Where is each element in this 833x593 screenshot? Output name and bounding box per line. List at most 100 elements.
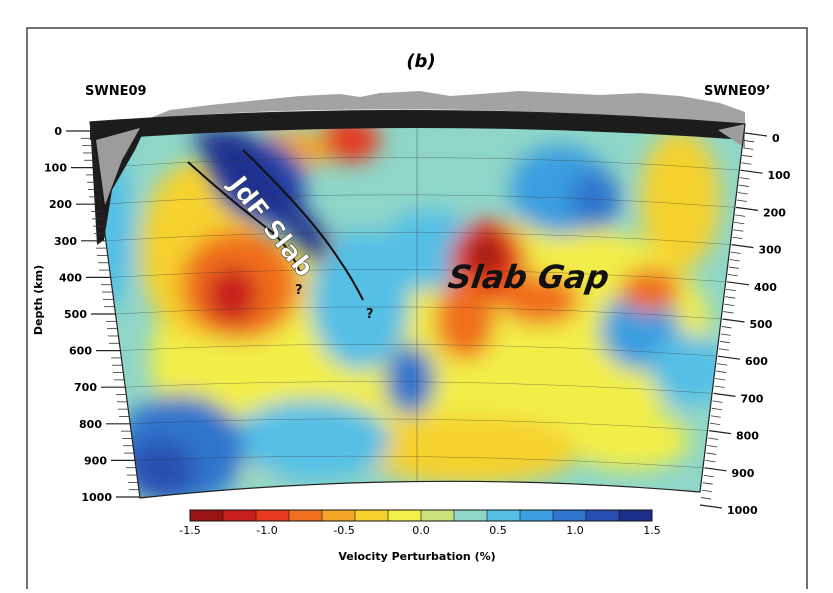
depth-minor-tick-right xyxy=(732,236,743,240)
depth-minor-tick-right xyxy=(719,340,730,344)
depth-minor-tick-right xyxy=(701,489,712,493)
crust-band xyxy=(90,110,745,140)
depth-minor-tick-right xyxy=(725,296,736,299)
depth-tick-label-right: 500 xyxy=(750,318,773,331)
depth-minor-tick-right xyxy=(730,251,741,254)
depth-tick-label-left: 300 xyxy=(54,235,77,248)
colorbar-swatch xyxy=(190,510,224,521)
panel-label: (b) xyxy=(406,51,435,72)
colorbar-swatch xyxy=(355,510,389,521)
depth-minor-tick-right xyxy=(721,326,732,329)
question-mark-1: ? xyxy=(295,283,303,298)
depth-axis-title: Depth (km) xyxy=(32,265,45,335)
depth-tick-label-right: 700 xyxy=(741,392,764,405)
colorbar-swatch xyxy=(520,510,554,521)
depth-minor-tick-right xyxy=(709,422,720,426)
right-topography xyxy=(718,124,745,148)
depth-minor-tick-right xyxy=(714,385,725,388)
depth-minor-tick-right xyxy=(742,154,753,158)
depth-minor-tick-right xyxy=(737,192,748,195)
velocity-section xyxy=(90,110,745,498)
depth-tick-label-left: 800 xyxy=(79,418,102,431)
depth-tick-label-right: 900 xyxy=(732,467,755,480)
depth-minor-tick-right xyxy=(739,177,750,180)
depth-gridline xyxy=(139,493,701,498)
slab-gap-label: Slab Gap xyxy=(446,258,612,296)
depth-minor-tick-right xyxy=(720,333,731,336)
colorbar-swatch xyxy=(553,510,587,521)
depth-tick-right xyxy=(717,355,741,360)
depth-gridline xyxy=(109,269,728,283)
depth-minor-tick-right xyxy=(743,147,754,150)
depth-tick-label-right: 800 xyxy=(736,430,759,443)
depth-gridline xyxy=(124,381,714,394)
left-topography xyxy=(96,128,140,205)
depth-tick-label-left: 600 xyxy=(69,345,92,358)
colorbar-swatch xyxy=(487,510,521,521)
depth-tick-right xyxy=(708,430,732,435)
depth-tick-label-right: 600 xyxy=(745,355,768,368)
question-mark-2: ? xyxy=(366,307,374,322)
depth-minor-tick-right xyxy=(735,214,746,217)
depth-axis-left: 0 100 200 300 400 500 600 700 800 900 1000 xyxy=(44,125,140,504)
depth-minor-tick-right xyxy=(724,303,735,307)
depth-tick-right xyxy=(704,467,727,472)
depth-tick-right xyxy=(722,318,745,323)
depth-tick-label-left: 900 xyxy=(84,454,107,467)
depth-gridline xyxy=(129,418,710,431)
depth-tick-label-left: 1000 xyxy=(81,491,112,504)
depth-tick-right xyxy=(726,281,750,286)
depth-minor-tick-right xyxy=(729,259,740,262)
colorbar-swatch xyxy=(322,510,356,521)
depth-minor-tick-right xyxy=(706,452,717,455)
depth-tick-right xyxy=(713,392,736,397)
depth-minor-tick-right xyxy=(700,497,711,500)
colorbar: -1.5 -1.0 -0.5 0.0 0.5 1.0 1.5 xyxy=(179,509,661,537)
depth-gridline xyxy=(114,306,723,320)
colorbar-swatch xyxy=(388,510,422,521)
depth-minor-tick-right xyxy=(705,459,716,463)
depth-minor-tick-right xyxy=(736,199,747,202)
depth-gridline xyxy=(134,455,705,469)
colorbar-swatch xyxy=(256,510,290,521)
colorbar-tick-label: 1.5 xyxy=(643,524,661,537)
depth-minor-tick-right xyxy=(702,482,713,485)
depth-minor-tick-right xyxy=(738,184,749,187)
right-profile-label: SWNE09’ xyxy=(704,84,771,99)
figure-frame xyxy=(26,27,808,593)
depth-minor-tick-right xyxy=(728,266,739,269)
colorbar-swatch xyxy=(223,510,257,521)
colorbar-swatch xyxy=(619,510,653,521)
section-outline xyxy=(89,109,746,499)
depth-minor-tick-right xyxy=(710,415,721,418)
depth-tick-label-right: 400 xyxy=(754,281,777,294)
depth-gridline xyxy=(104,231,732,245)
depth-tick-label-left: 500 xyxy=(64,308,87,321)
depth-minor-tick-right xyxy=(726,288,737,292)
slab-outline-lower xyxy=(242,149,364,301)
depth-tick-label-right: 1000 xyxy=(727,504,758,517)
depth-tick-right xyxy=(735,206,759,211)
left-profile-label: SWNE09 xyxy=(85,84,147,99)
colorbar-tick-label: 0.0 xyxy=(412,524,430,537)
jdf-slab-anomaly xyxy=(190,130,330,265)
depth-tick-label-right: 200 xyxy=(763,206,786,219)
depth-tick-right xyxy=(744,132,768,137)
depth-tick-right xyxy=(740,169,763,174)
depth-tick-label-left: 200 xyxy=(49,198,72,211)
depth-minor-tick-right xyxy=(744,140,755,143)
depth-gridline xyxy=(94,157,741,171)
depth-minor-tick-right xyxy=(723,311,734,314)
depth-minor-tick-right xyxy=(718,348,729,351)
topography-profile xyxy=(150,91,745,124)
depth-tick-label-left: 0 xyxy=(54,125,62,138)
depth-tick-label-left: 400 xyxy=(59,271,82,284)
depth-tick-label-left: 700 xyxy=(74,381,97,394)
depth-minor-tick-right xyxy=(711,407,722,411)
colorbar-tick-label: -1.0 xyxy=(256,524,277,537)
depth-minor-tick-right xyxy=(708,437,719,440)
depth-minor-tick-right xyxy=(707,445,718,448)
depth-tick-right xyxy=(731,244,754,249)
colorbar-swatch xyxy=(289,510,323,521)
